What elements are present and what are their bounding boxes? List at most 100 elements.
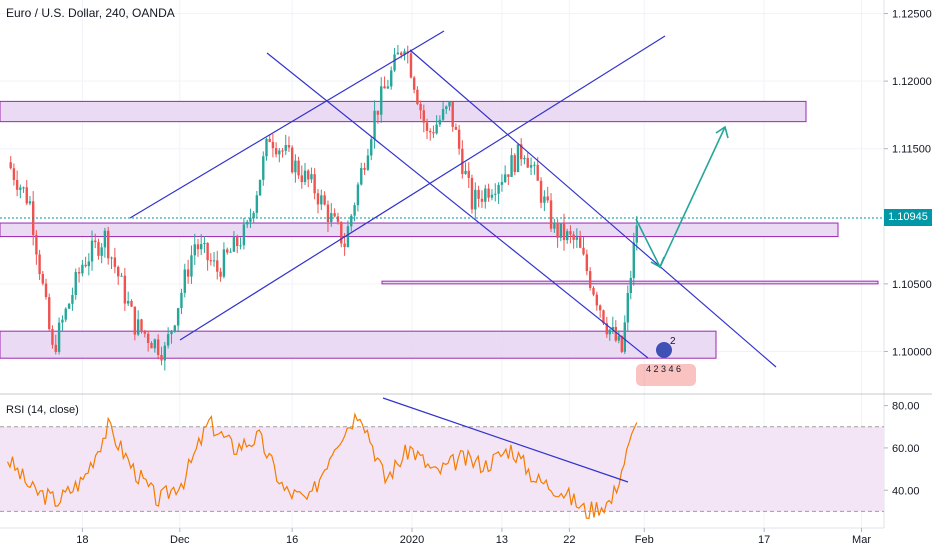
candle-body xyxy=(170,330,173,335)
candle-body xyxy=(38,254,41,275)
candle-body xyxy=(303,170,307,183)
candle-body xyxy=(252,212,255,219)
lower-channel-line[interactable] xyxy=(179,35,666,341)
event-markers[interactable]: 2 4 2 3 4 6 xyxy=(636,336,696,386)
candle-body xyxy=(81,264,84,274)
price-zone[interactable] xyxy=(0,222,839,238)
candle-body xyxy=(376,110,380,115)
candle-body xyxy=(429,130,432,133)
candle-body xyxy=(130,300,133,307)
candle-body xyxy=(203,242,206,245)
price-zone[interactable] xyxy=(0,330,717,359)
candle-body xyxy=(611,326,615,330)
candle-body xyxy=(578,237,582,248)
price-zone[interactable] xyxy=(0,100,807,123)
candle-body xyxy=(629,277,632,294)
event-marker-labels: 4 2 3 4 6 xyxy=(646,364,681,374)
candle-body xyxy=(90,240,94,262)
candle-body xyxy=(300,175,304,183)
candle-body xyxy=(294,160,297,173)
time-tick-label: Feb xyxy=(635,534,654,546)
candle-body xyxy=(209,260,213,262)
price-tick-label: 1.11500 xyxy=(892,144,931,156)
candle-body xyxy=(136,319,140,335)
candle-body xyxy=(470,177,474,210)
candle-body xyxy=(523,157,526,160)
candle-body xyxy=(393,54,396,71)
candle-body xyxy=(54,344,57,352)
support-resistance-zones xyxy=(0,100,879,359)
descending-channel-upper[interactable] xyxy=(266,52,649,359)
candle-body xyxy=(632,242,635,278)
candle-body xyxy=(133,306,137,335)
descending-channel-lower[interactable] xyxy=(409,49,777,368)
candle-body xyxy=(366,155,370,170)
rsi-divergence-line[interactable] xyxy=(382,397,629,483)
candle-body xyxy=(212,260,216,262)
candle-body xyxy=(477,189,480,199)
candle-body xyxy=(71,295,74,304)
candle-body xyxy=(336,216,340,222)
rsi-axis[interactable]: 80.00 60.00 40.00 xyxy=(884,401,920,498)
candle-body xyxy=(626,293,629,323)
candle-body xyxy=(150,342,153,349)
candle-body xyxy=(605,323,609,335)
candle-body xyxy=(529,165,533,168)
candle-body xyxy=(598,305,602,311)
candle-body xyxy=(307,170,310,180)
candle-body xyxy=(595,294,599,306)
rsi-tick-label: 80.00 xyxy=(892,401,920,413)
trendlines xyxy=(129,30,777,368)
candle-body xyxy=(274,148,278,155)
candle-body xyxy=(143,330,147,334)
candle-body xyxy=(503,174,507,183)
candle-body xyxy=(467,170,470,178)
rsi-tick-label: 60.00 xyxy=(892,443,920,455)
candle-body xyxy=(19,187,22,190)
candle-body xyxy=(346,226,350,248)
time-axis[interactable]: 18 Dec 16 2020 13 22 Feb 17 Mar xyxy=(76,528,871,546)
candle-body xyxy=(278,150,281,155)
candle-body xyxy=(246,221,249,225)
candle-body xyxy=(556,222,559,238)
time-tick-label: Mar xyxy=(852,534,871,546)
candle-body xyxy=(48,297,51,330)
candle-body xyxy=(320,195,323,205)
candle-body xyxy=(585,254,589,272)
time-tick-label: Dec xyxy=(170,534,190,546)
candle-body xyxy=(120,275,123,277)
candle-body xyxy=(180,292,183,309)
candle-body xyxy=(575,237,579,240)
candle-body xyxy=(156,339,160,355)
event-marker-icon[interactable] xyxy=(656,342,672,358)
candle-body xyxy=(236,236,239,247)
candle-body xyxy=(12,168,16,181)
candle-body xyxy=(216,260,219,272)
time-tick-label: 2020 xyxy=(400,534,424,546)
candle-body xyxy=(186,269,190,277)
candle-body xyxy=(370,139,373,156)
candle-body xyxy=(400,52,403,56)
candle-body xyxy=(614,326,618,341)
candle-body xyxy=(193,244,196,256)
earnings-flag-group[interactable] xyxy=(636,364,696,386)
upper-channel-line[interactable] xyxy=(129,30,445,219)
candle-body xyxy=(549,200,553,229)
candle-body xyxy=(445,106,448,110)
candle-body xyxy=(140,319,143,331)
candle-body xyxy=(507,174,510,177)
candle-body xyxy=(126,300,130,304)
candle-body xyxy=(500,182,504,185)
price-axis[interactable]: 1.12500 1.12000 1.11500 1.10500 1.10000 xyxy=(884,9,932,359)
candle-body xyxy=(510,155,513,177)
candle-body xyxy=(608,329,612,335)
candle-body xyxy=(419,104,422,111)
candle-body xyxy=(438,119,442,125)
candle-body xyxy=(219,271,222,277)
time-tick-label: 18 xyxy=(76,534,88,546)
candle-body xyxy=(454,126,458,130)
candle-body xyxy=(153,339,157,349)
candle-body xyxy=(77,272,81,274)
